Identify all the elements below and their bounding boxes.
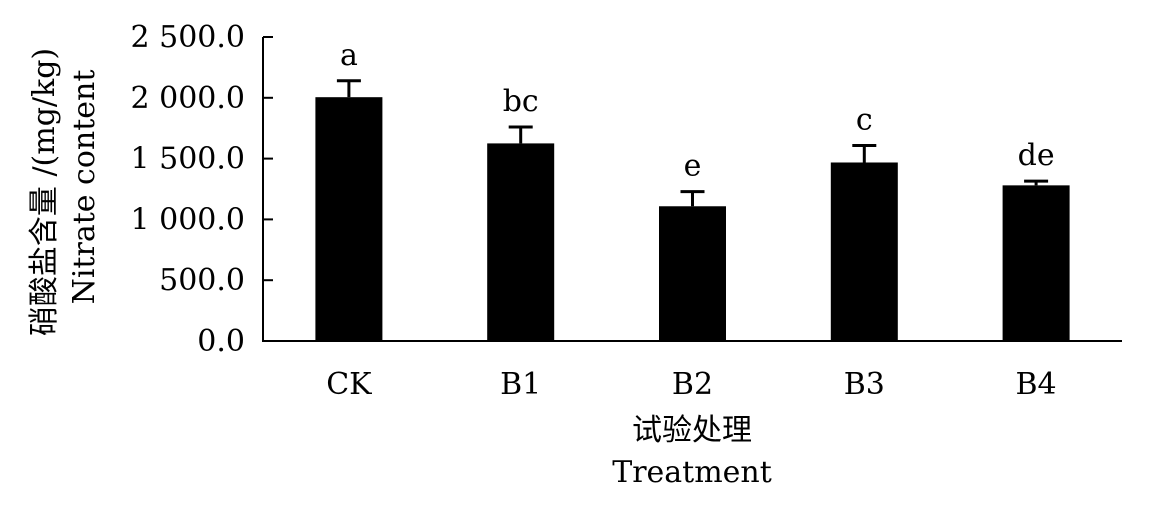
- x-tick-label: CK: [326, 367, 372, 402]
- bar: [1002, 185, 1070, 341]
- y-tick-label: 2 000.0: [130, 81, 245, 116]
- bar: [487, 143, 555, 341]
- significance-label: bc: [503, 84, 539, 119]
- y-tick-label: 1 000.0: [130, 202, 245, 237]
- y-axis-title-cn: 硝酸盐含量 /(mg/kg): [27, 48, 62, 336]
- bar: [315, 97, 383, 341]
- y-tick-label: 1 500.0: [130, 142, 245, 177]
- x-tick-label: B3: [844, 367, 885, 402]
- bar: [830, 162, 898, 341]
- x-axis-title-cn: 试验处理: [632, 413, 752, 448]
- plot-area: 0.0 500.0 1 000.0 1 500.0 2 000.0 2 500.0 a CK b…: [130, 20, 1122, 402]
- significance-label: a: [340, 38, 358, 73]
- significance-label: c: [856, 102, 873, 137]
- x-tick-label: B4: [1016, 367, 1057, 402]
- y-tick-label: 500.0: [159, 263, 245, 298]
- x-tick-label: B2: [672, 367, 713, 402]
- x-axis-title-en: Treatment: [612, 455, 772, 490]
- bar: [659, 206, 726, 341]
- y-tick-label: 2 500.0: [130, 20, 245, 55]
- significance-label: e: [684, 149, 702, 184]
- y-axis-title-en: Nitrate content: [67, 70, 102, 305]
- significance-label: de: [1018, 138, 1055, 173]
- y-tick-label: 0.0: [197, 324, 245, 359]
- x-tick-label: B1: [500, 367, 541, 402]
